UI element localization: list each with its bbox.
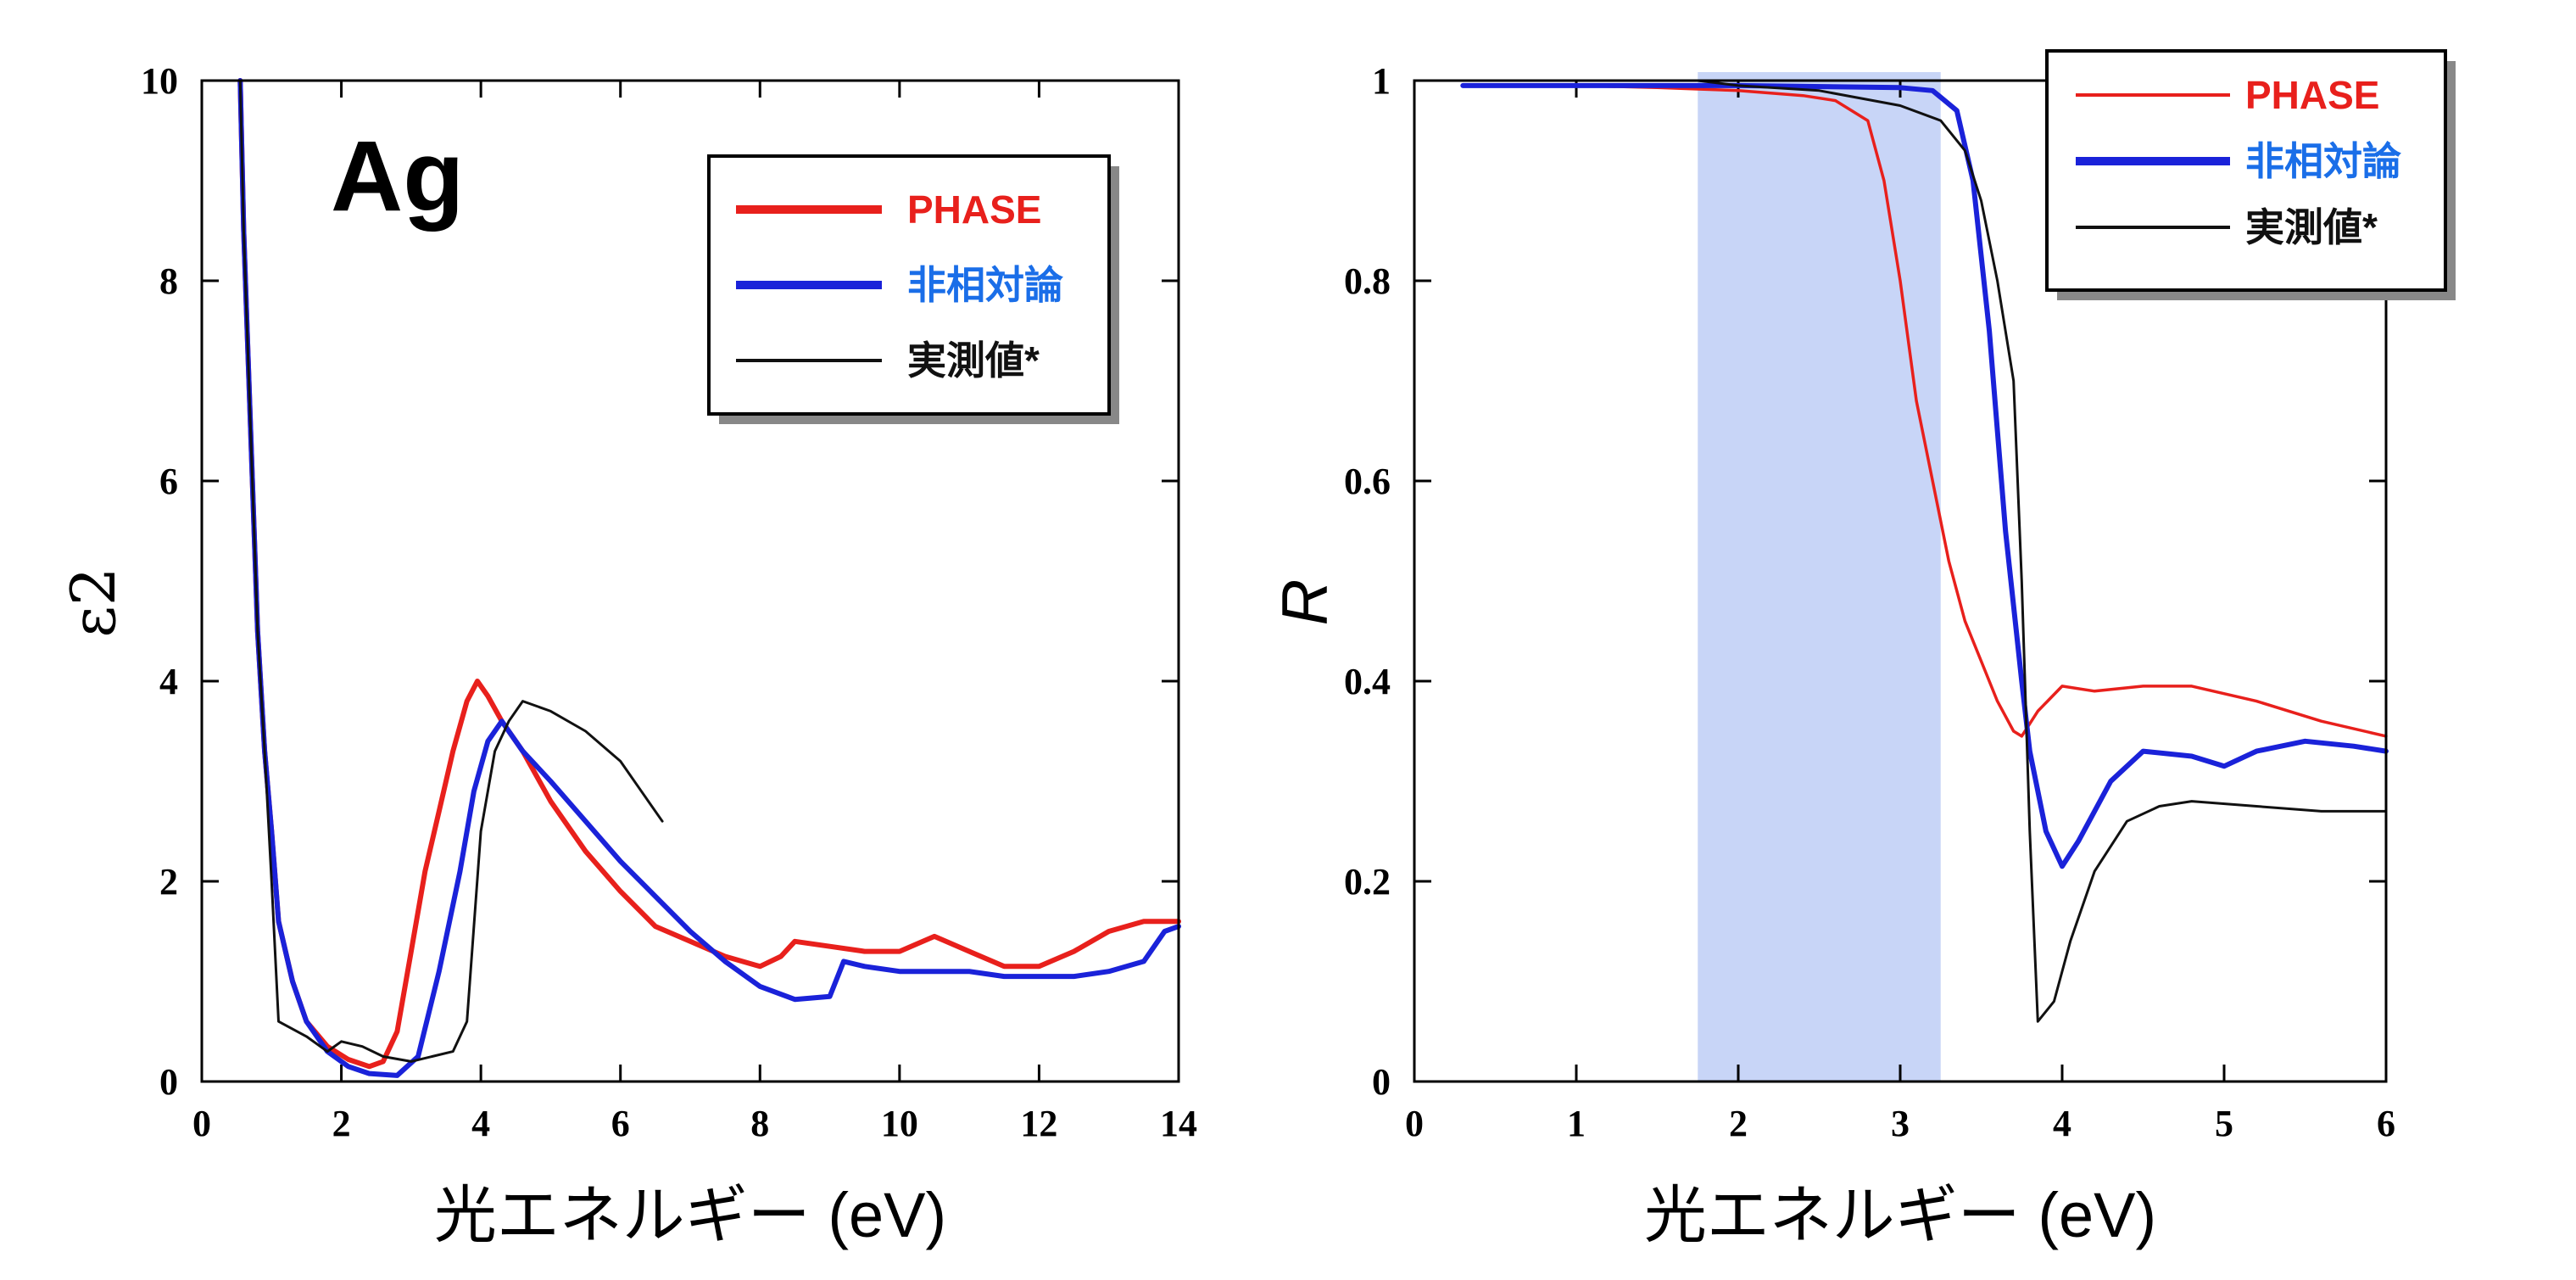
highlight-band bbox=[1698, 72, 1941, 1082]
series-line-nonrel bbox=[1460, 82, 2389, 869]
y-tick-label: 0.6 bbox=[1344, 461, 1391, 502]
y-tick-label: 0 bbox=[1372, 1061, 1391, 1103]
x-tick-label: 1 bbox=[1567, 1103, 1586, 1144]
y-tick-label: 4 bbox=[159, 661, 178, 702]
y-tick-label: 10 bbox=[141, 60, 178, 102]
y-axis-title-right: R bbox=[1269, 579, 1341, 626]
legend-label-phase-left: PHASE bbox=[907, 187, 1041, 232]
legend-box-right bbox=[2045, 49, 2447, 292]
x-tick-label: 2 bbox=[1729, 1103, 1748, 1144]
y-tick-label: 1 bbox=[1372, 60, 1391, 102]
series-line-phase bbox=[1461, 84, 2388, 738]
x-tick-label: 0 bbox=[192, 1103, 211, 1144]
x-tick-label: 14 bbox=[1160, 1103, 1197, 1144]
x-tick-label: 10 bbox=[881, 1103, 918, 1144]
x-tick-label: 4 bbox=[2053, 1103, 2071, 1144]
x-tick-labels-left: 0 2 4 6 8 10 12 14 bbox=[192, 1103, 1197, 1144]
x-tick-label: 8 bbox=[750, 1103, 769, 1144]
series-group-right bbox=[1460, 79, 2389, 1023]
x-tick-label: 4 bbox=[471, 1103, 490, 1144]
y-axis-title-left-text: ε2 bbox=[58, 567, 129, 637]
plot-frame-left bbox=[200, 79, 1180, 1083]
x-tick-label: 6 bbox=[2377, 1103, 2395, 1144]
y-axis-title-right-text: R bbox=[1269, 579, 1341, 626]
x-tick-label: 5 bbox=[2215, 1103, 2233, 1144]
x-tick-label: 6 bbox=[611, 1103, 630, 1144]
x-tick-label: 0 bbox=[1405, 1103, 1424, 1144]
legend-label-nonrel-left: 非相対論 bbox=[907, 263, 1063, 307]
y-tick-labels-left: 0 2 4 6 8 10 bbox=[141, 60, 178, 1103]
series-group-left bbox=[237, 78, 1181, 1078]
y-tick-labels-right: 0 0.2 0.4 0.6 0.8 1 bbox=[1344, 60, 1391, 1103]
y-tick-label: 6 bbox=[159, 461, 178, 502]
legend-left: PHASE 非相対論 実測値* bbox=[707, 154, 1119, 424]
x-tick-label: 12 bbox=[1020, 1103, 1057, 1144]
y-tick-label: 0 bbox=[159, 1061, 178, 1103]
x-axis-title-right: 光エネルギー (eV) bbox=[1644, 1180, 2156, 1250]
chart-left: 0 2 4 6 8 10 12 14 0 2 4 6 8 10 Ag PHASE 非相対論 実測値* 光… bbox=[58, 60, 1197, 1250]
series-line-measured bbox=[1696, 79, 2388, 1023]
y-tick-label: 2 bbox=[159, 861, 178, 903]
legend-label-phase-right: PHASE bbox=[2245, 73, 2379, 117]
x-tick-label: 3 bbox=[1891, 1103, 1910, 1144]
annotation-ag: Ag bbox=[331, 120, 464, 232]
y-axis-title-left: ε2 bbox=[58, 567, 129, 637]
y-tick-label: 0.2 bbox=[1344, 861, 1391, 903]
x-tick-label: 2 bbox=[332, 1103, 351, 1144]
chart-right: 0 1 2 3 4 5 6 0 0.2 0.4 0.6 0.8 1 PHASE 非相対論 実測値* 光… bbox=[1269, 49, 2456, 1250]
x-axis-title-left: 光エネルギー (eV) bbox=[434, 1180, 946, 1250]
series-line-nonrel bbox=[237, 78, 1181, 1078]
y-tick-label: 0.4 bbox=[1344, 661, 1391, 702]
legend-label-nonrel-right: 非相対論 bbox=[2245, 139, 2401, 183]
plot-frame-right bbox=[1413, 79, 2388, 1083]
y-tick-label: 0.8 bbox=[1344, 260, 1391, 302]
legend-label-measured-right: 実測値* bbox=[2245, 205, 2378, 249]
x-tick-labels-right: 0 1 2 3 4 5 6 bbox=[1405, 1103, 2395, 1144]
y-tick-label: 8 bbox=[159, 260, 178, 302]
series-line-measured bbox=[238, 79, 664, 1063]
legend-right: PHASE 非相対論 実測値* bbox=[2045, 49, 2456, 300]
legend-label-measured-left: 実測値* bbox=[907, 338, 1040, 383]
